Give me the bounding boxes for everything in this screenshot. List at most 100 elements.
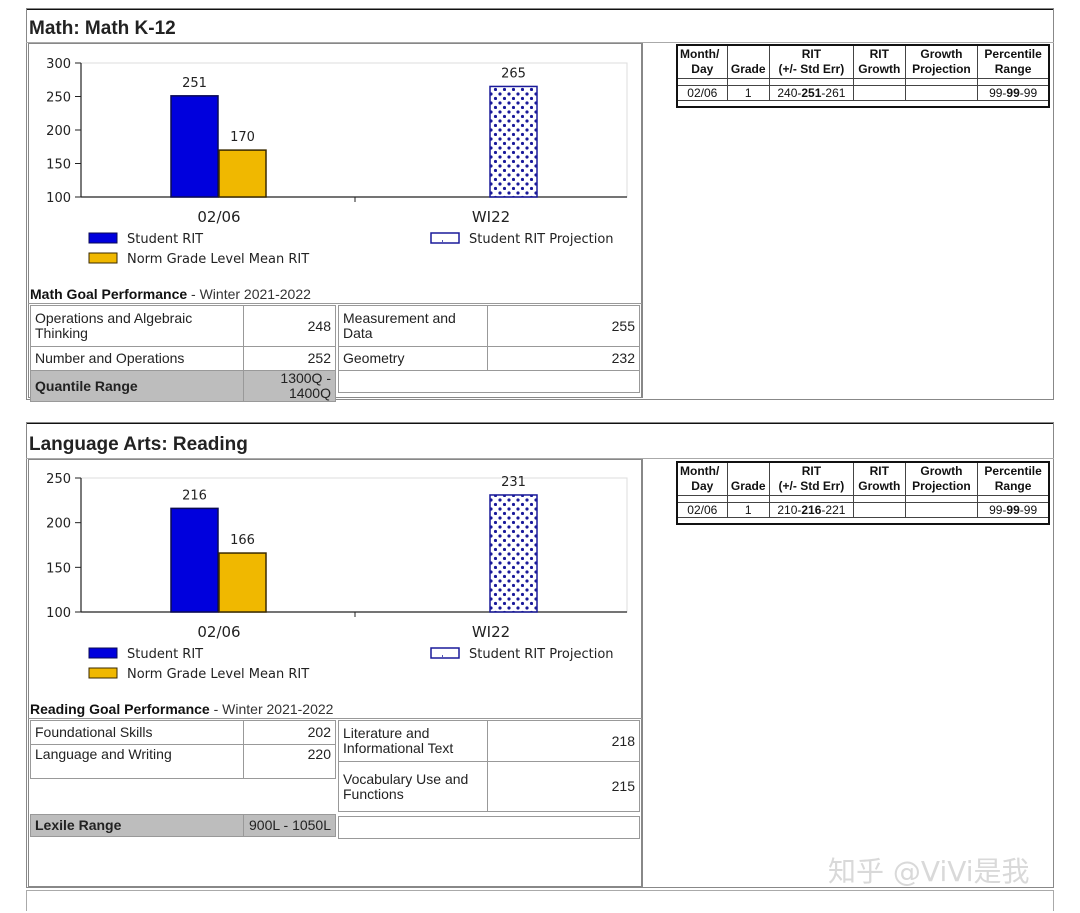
rit-grade: 1 [726, 502, 770, 518]
rit-spacer-cell [726, 495, 770, 503]
rit-score-part: 251 [801, 86, 822, 100]
goal-row: Number and Operations 252 [30, 346, 336, 371]
reading-section-title: Language Arts: Reading [29, 434, 248, 455]
student-rit-bar [170, 95, 219, 198]
rit-spacer-cell [977, 495, 1050, 503]
rit-score-part: 210- [777, 503, 802, 517]
goal-score: 248 [243, 305, 336, 347]
rit-percentile-part: 99 [1006, 86, 1020, 100]
reading-title-divider [26, 458, 1054, 459]
projection-bar [489, 85, 538, 198]
reading-left-panel [28, 459, 642, 887]
norm-mean-bar [218, 552, 267, 613]
rit-header-line: (+/- Std Err) [778, 62, 845, 76]
legend-swatch-projection [430, 232, 460, 244]
goal-score: 218 [487, 720, 640, 762]
rit-header-line: RIT [801, 47, 822, 61]
empty-cell [338, 370, 640, 393]
empty-row [338, 370, 640, 393]
rit-day-part: 02/06 [687, 86, 718, 100]
goal-score: 255 [487, 305, 640, 347]
rit-header-row: Month/Day Grade RIT (+/- Std Err) RIT Growth… [676, 44, 1050, 79]
reading-goal-header-rest: - Winter 2021-2022 [209, 701, 334, 717]
rit-header-row: Month/Day Grade RIT (+/- Std Err) RIT Growth… [676, 461, 1050, 496]
rit-header-cell: Grade [726, 461, 770, 496]
y-tick-label: 150 [46, 158, 71, 173]
legend-label-projection: Student RIT Projection [469, 647, 614, 662]
rit-header-cell: Percentile Range [977, 461, 1050, 496]
legend-swatch-projection [430, 647, 460, 659]
rit-spacer-cell [676, 78, 728, 86]
reading-right-panel [642, 459, 1052, 887]
rit-score-part: -221 [821, 503, 846, 517]
reading-section-frame [26, 422, 1054, 888]
range-row: Quantile Range 1300Q - 1400Q [30, 370, 336, 402]
rit-header-line: Growth [858, 479, 901, 493]
goal-name: Literature and Informational Text [338, 720, 488, 762]
rit-header-cell: Percentile Range [977, 44, 1050, 79]
reading-chart: 250 200 150 100 02/06 WI22 216 166 231 Student RI… [46, 472, 628, 682]
rit-percentile: 99-99-99 [977, 85, 1050, 101]
norm-mean-bar-label: 166 [230, 533, 255, 548]
rit-header-line: Growth [920, 464, 963, 478]
legend-label-projection: Student RIT Projection [469, 232, 614, 247]
rit-header-line: Growth [920, 47, 963, 61]
rit-spacer-cell [726, 78, 770, 86]
goal-score: 232 [487, 346, 640, 371]
rit-header-line: RIT [801, 464, 822, 478]
rit-score-part: -261 [821, 86, 846, 100]
rit-data-row: 02/06 1 210-216-221 99-99-99 [676, 502, 1050, 518]
rit-header-cell: Month/Day [676, 461, 728, 496]
x-tick-label: WI22 [472, 623, 510, 641]
legend-swatch-norm-mean [88, 252, 118, 264]
goal-name: Number and Operations [30, 346, 244, 371]
reading-goals-right-table: Literature and Informational Text 218 Vo… [338, 720, 640, 839]
range-row: Lexile Range 900L - 1050L [30, 814, 336, 837]
rit-header-line: RIT [869, 47, 889, 61]
plot-area [80, 477, 628, 613]
x-tick-label: 02/06 [197, 208, 240, 226]
rit-footer-row [676, 100, 1050, 108]
quantile-range-label: Quantile Range [30, 370, 244, 402]
rit-percentile-part: 99- [989, 86, 1007, 100]
rit-score: 210-216-221 [768, 502, 854, 518]
rit-projection [904, 502, 979, 518]
projection-bar-label: 231 [501, 475, 526, 490]
rit-footer-row [676, 517, 1050, 525]
student-rit-bar [170, 507, 219, 613]
rit-score-part: 240- [777, 86, 802, 100]
rit-day: 02/06 [676, 85, 728, 101]
goal-row: Vocabulary Use and Functions 215 [338, 761, 640, 812]
lexile-range-value: 900L - 1050L [243, 814, 336, 837]
math-right-panel [642, 43, 1052, 398]
plot-area [80, 62, 628, 198]
rit-header-cell: Growth Projection [904, 461, 979, 496]
reading-goal-divider [28, 718, 642, 719]
math-goal-header-rest: - Winter 2021-2022 [187, 286, 311, 302]
quantile-range-value: 1300Q - 1400Q [243, 370, 336, 402]
math-goal-header: Math Goal Performance - Winter 2021-2022 [30, 286, 311, 302]
rit-header-line: Grade [730, 62, 766, 76]
rit-grade: 1 [726, 85, 770, 101]
rit-header-line: Growth [858, 62, 901, 76]
rit-day-part: 02/06 [687, 503, 718, 517]
rit-growth [852, 502, 906, 518]
rit-header-line: Percentile [984, 47, 1042, 61]
math-goal-header-bold: Math Goal Performance [30, 286, 188, 302]
rit-header-cell: RIT Growth [852, 44, 906, 79]
rit-grade-part: 1 [744, 86, 752, 100]
bottom-right-edge [1053, 891, 1054, 911]
rit-percentile: 99-99-99 [977, 502, 1050, 518]
math-section-frame [26, 8, 1054, 400]
rit-header-line: Day [691, 479, 714, 493]
rit-percentile-part: -99 [1019, 86, 1038, 100]
rit-header-line [730, 47, 767, 62]
y-tick-label: 100 [46, 606, 71, 621]
student-rit-bar-label: 251 [182, 76, 207, 91]
top-border [26, 8, 1054, 10]
math-rit-table: Month/Day Grade RIT (+/- Std Err) RIT Growth… [676, 44, 1050, 108]
rit-header-line: Range [994, 479, 1032, 493]
goal-score: 215 [487, 761, 640, 812]
goal-name: Foundational Skills [30, 720, 244, 745]
y-tick-label: 300 [46, 57, 71, 72]
